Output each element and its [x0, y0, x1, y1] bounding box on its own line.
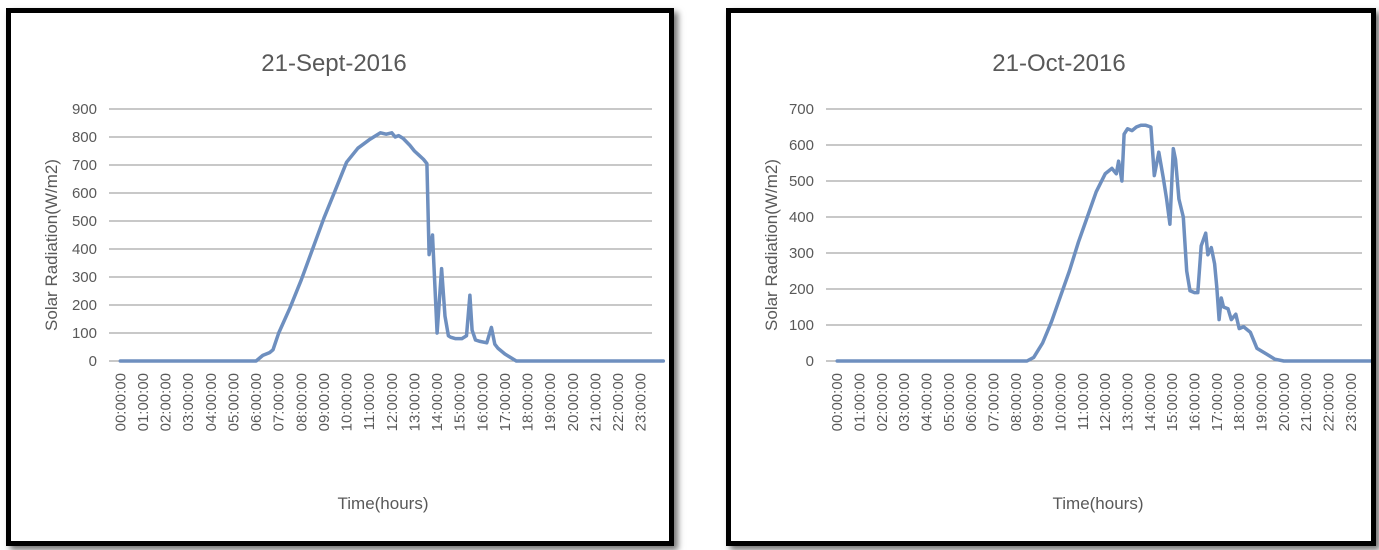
- x-tick-label: 10:00:00: [1053, 373, 1070, 431]
- series-line-0: [835, 123, 1371, 363]
- x-tick-label: 11:00:00: [1075, 373, 1092, 430]
- y-tick-label: 400: [789, 209, 814, 226]
- x-tick-label: 14:00:00: [429, 373, 446, 431]
- y-tick-label: 400: [72, 241, 97, 258]
- gridlines: [826, 108, 1362, 362]
- x-tick-label: 11:00:00: [361, 373, 378, 430]
- x-tick-label: 07:00:00: [271, 373, 288, 431]
- y-tick-labels: 0 100 200 300 400 500 600 700 800 900: [72, 101, 97, 370]
- x-axis-title: Time(hours): [338, 494, 429, 513]
- x-tick-label: 08:00:00: [1008, 373, 1025, 431]
- x-tick-label: 13:00:00: [1120, 373, 1137, 431]
- x-tick-label: 15:00:00: [452, 373, 469, 431]
- x-tick-label: 07:00:00: [986, 373, 1003, 431]
- x-tick-label: 02:00:00: [158, 373, 175, 431]
- x-tick-label: 16:00:00: [474, 373, 491, 431]
- y-tick-label: 300: [789, 245, 814, 262]
- series-layer: [835, 123, 1371, 363]
- x-tick-label: 03:00:00: [896, 373, 913, 431]
- x-tick-label: 22:00:00: [610, 373, 627, 431]
- x-tick-label: 17:00:00: [497, 373, 514, 431]
- x-tick-label: 23:00:00: [633, 373, 650, 431]
- x-tick-label: 23:00:00: [1343, 373, 1360, 431]
- y-tick-label: 0: [806, 353, 814, 370]
- x-tick-labels: 00:00:00 01:00:00 02:00:00 03:00:00 04:00:00…: [112, 373, 649, 431]
- x-tick-label: 21:00:00: [1298, 373, 1315, 431]
- x-tick-label: 06:00:00: [248, 373, 265, 431]
- x-tick-label: 18:00:00: [1231, 373, 1248, 431]
- y-axis-title: Solar Radiation(W/m2): [42, 159, 61, 331]
- y-tick-label: 300: [72, 269, 97, 286]
- x-tick-label: 10:00:00: [339, 373, 356, 431]
- chart-oct-svg: 21-Oct-2016 Solar Radiation(W/m2) Time(h…: [762, 50, 1371, 513]
- y-tick-label: 100: [789, 317, 814, 334]
- x-tick-label: 02:00:00: [874, 373, 891, 431]
- x-tick-label: 16:00:00: [1187, 373, 1204, 431]
- x-tick-label: 01:00:00: [135, 373, 152, 431]
- x-tick-label: 17:00:00: [1209, 373, 1226, 431]
- chart-title: 21-Sept-2016: [261, 50, 406, 77]
- y-tick-label: 100: [72, 325, 97, 342]
- x-tick-label: 04:00:00: [203, 373, 220, 431]
- chart-sept-svg: 21-Sept-2016 Solar Radiation(W/m2) Time(…: [42, 50, 666, 513]
- x-axis-title: Time(hours): [1053, 494, 1144, 513]
- y-tick-label: 500: [789, 173, 814, 190]
- x-tick-label: 12:00:00: [1097, 373, 1114, 431]
- y-tick-label: 200: [72, 297, 97, 314]
- y-tick-label: 900: [72, 101, 97, 118]
- y-tick-label: 0: [89, 353, 97, 370]
- x-tick-label: 05:00:00: [225, 373, 242, 431]
- y-tick-labels: 0 100 200 300 400 500 600 700: [789, 101, 814, 370]
- x-tick-label: 14:00:00: [1142, 373, 1159, 431]
- x-tick-label: 15:00:00: [1164, 373, 1181, 431]
- chart-panel-oct: 21-Oct-2016 Solar Radiation(W/m2) Time(h…: [726, 8, 1376, 546]
- y-tick-label: 800: [72, 129, 97, 146]
- x-tick-label: 19:00:00: [1254, 373, 1271, 431]
- series-layer: [118, 131, 666, 363]
- x-tick-label: 00:00:00: [112, 373, 129, 431]
- x-tick-label: 06:00:00: [963, 373, 980, 431]
- gridlines: [109, 108, 652, 362]
- x-tick-label: 18:00:00: [520, 373, 537, 431]
- x-tick-labels: 00:00:00 01:00:00 02:00:00 03:00:00 04:00:00…: [829, 373, 1360, 431]
- chart-panel-sept: 21-Sept-2016 Solar Radiation(W/m2) Time(…: [6, 8, 674, 546]
- x-tick-label: 01:00:00: [852, 373, 869, 431]
- x-tick-label: 22:00:00: [1321, 373, 1338, 431]
- x-tick-label: 00:00:00: [829, 373, 846, 431]
- x-tick-label: 03:00:00: [180, 373, 197, 431]
- x-tick-label: 20:00:00: [565, 373, 582, 431]
- y-tick-label: 500: [72, 213, 97, 230]
- y-tick-label: 600: [72, 185, 97, 202]
- y-tick-label: 600: [789, 137, 814, 154]
- x-tick-label: 05:00:00: [941, 373, 958, 431]
- x-tick-label: 09:00:00: [1030, 373, 1047, 431]
- y-tick-label: 700: [789, 101, 814, 118]
- y-tick-label: 200: [789, 281, 814, 298]
- x-tick-label: 12:00:00: [384, 373, 401, 431]
- y-tick-label: 700: [72, 157, 97, 174]
- chart-title: 21-Oct-2016: [992, 50, 1125, 77]
- x-tick-label: 19:00:00: [542, 373, 559, 431]
- x-tick-label: 20:00:00: [1276, 373, 1293, 431]
- y-axis-title: Solar Radiation(W/m2): [762, 159, 781, 331]
- x-tick-label: 09:00:00: [316, 373, 333, 431]
- x-tick-label: 04:00:00: [919, 373, 936, 431]
- x-tick-label: 13:00:00: [406, 373, 423, 431]
- x-tick-label: 08:00:00: [293, 373, 310, 431]
- series-line-0: [118, 131, 666, 363]
- x-tick-label: 21:00:00: [587, 373, 604, 431]
